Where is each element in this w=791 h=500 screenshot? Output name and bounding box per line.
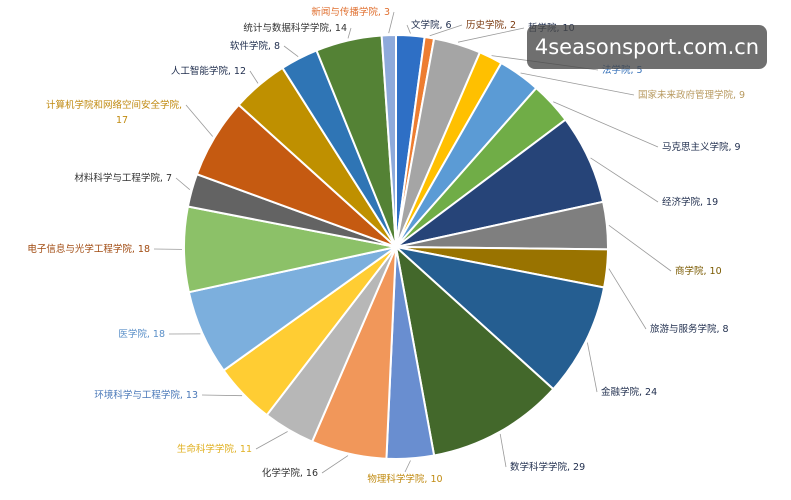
leader-line	[388, 11, 395, 34]
leader-line	[499, 433, 507, 468]
slice-label: 统计与数据科学学院, 14	[243, 22, 347, 34]
slice-label: 旅游与服务学院, 8	[650, 323, 729, 335]
slice-label-value: 17	[116, 115, 128, 126]
slice-label: 国家未来政府管理学院, 9	[638, 89, 745, 101]
slice-label: 计算机学院和网络空间安全学院,	[46, 99, 182, 111]
slice-label: 马克思主义学院, 9	[662, 141, 741, 153]
leader-line	[249, 70, 259, 84]
slice-label: 经济学院, 19	[662, 196, 718, 208]
leader-line	[457, 27, 525, 43]
leader-line	[553, 101, 659, 148]
leader-line	[406, 24, 411, 34]
pie-slice	[380, 33, 397, 248]
leader-line	[201, 394, 243, 397]
slice-label: 人工智能学院, 12	[171, 65, 246, 77]
leader-line	[608, 268, 647, 330]
slice-label: 数学科学学院, 29	[510, 461, 585, 473]
slice-label: 历史学院, 2	[466, 19, 516, 31]
slice-label: 商学院, 10	[675, 265, 722, 277]
leader-line	[185, 104, 214, 137]
slice-label: 电子信息与光学工程学院, 18	[27, 243, 150, 255]
leader-line	[347, 27, 352, 39]
leader-line	[175, 177, 191, 191]
slice-label: 物理科学学院, 10	[367, 473, 442, 485]
slice-label: 材料科学与工程学院, 7	[74, 172, 172, 184]
pie-slice	[394, 244, 555, 457]
leader-line	[608, 224, 672, 272]
leader-line	[404, 460, 411, 473]
leader-line	[321, 455, 349, 474]
slice-label: 化学学院, 16	[262, 467, 318, 479]
pie-slice	[392, 245, 606, 391]
pie-slices	[183, 33, 610, 460]
watermark-text: 4seasonsport.com.cn	[527, 25, 767, 69]
slice-label: 软件学院, 8	[230, 40, 280, 52]
leader-line	[283, 45, 299, 58]
leader-line	[520, 72, 635, 96]
slice-label: 医学院, 18	[118, 328, 165, 340]
leader-line	[255, 431, 288, 450]
slice-label: 金融学院, 24	[601, 386, 657, 398]
leader-line	[590, 157, 659, 203]
slice-label: 新闻与传播学院, 3	[311, 6, 390, 18]
slice-label: 环境科学与工程学院, 13	[94, 389, 198, 401]
label-leader-lines	[153, 11, 672, 474]
slice-label: 生命科学学院, 11	[177, 443, 252, 455]
leader-line	[429, 24, 463, 37]
slice-label: 文学院, 6	[411, 19, 452, 31]
leader-line	[587, 342, 598, 393]
